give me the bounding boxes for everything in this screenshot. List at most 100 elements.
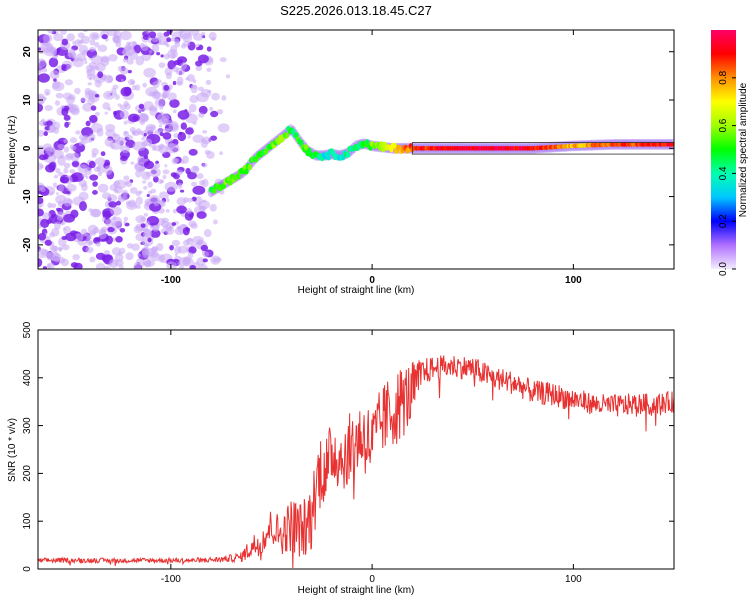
noise-speckle bbox=[141, 237, 154, 247]
noise-speckle bbox=[150, 253, 161, 262]
noise-speckle bbox=[164, 164, 168, 168]
noise-speckle bbox=[42, 41, 47, 47]
noise-speckle bbox=[185, 77, 190, 81]
noise-speckle bbox=[172, 66, 179, 73]
noise-speckle bbox=[112, 84, 119, 90]
noise-speckle bbox=[66, 184, 77, 192]
noise-speckle bbox=[187, 252, 194, 259]
noise-speckle bbox=[140, 223, 146, 228]
noise-speckle bbox=[150, 188, 157, 194]
noise-speckle bbox=[185, 227, 191, 232]
noise-speckle bbox=[88, 46, 96, 52]
noise-speckle bbox=[86, 69, 92, 74]
noise-speckle bbox=[59, 30, 68, 35]
noise-speckle bbox=[166, 198, 170, 203]
noise-speckle bbox=[89, 208, 102, 218]
noise-speckle bbox=[127, 79, 136, 86]
ridge-cell bbox=[212, 187, 217, 194]
noise-speckle bbox=[115, 136, 126, 145]
noise-speckle bbox=[56, 192, 59, 196]
colorbar-gradient bbox=[711, 30, 736, 269]
noise-speckle bbox=[127, 69, 132, 74]
noise-speckle bbox=[38, 258, 43, 268]
noise-speckle bbox=[85, 120, 91, 127]
noise-speckle bbox=[62, 92, 73, 100]
noise-speckle bbox=[171, 222, 177, 226]
noise-speckle bbox=[118, 264, 124, 269]
noise-speckle bbox=[197, 54, 209, 64]
noise-speckle bbox=[135, 128, 142, 135]
noise-speckle bbox=[184, 109, 188, 113]
noise-speckle bbox=[128, 113, 140, 123]
noise-speckle bbox=[114, 94, 120, 100]
noise-speckle bbox=[45, 42, 54, 52]
noise-speckle bbox=[112, 34, 121, 43]
noise-speckle bbox=[38, 208, 44, 217]
noise-speckle bbox=[182, 239, 190, 247]
noise-speckle bbox=[53, 78, 57, 82]
noise-speckle bbox=[119, 109, 129, 120]
noise-speckle bbox=[90, 105, 97, 111]
noise-speckle bbox=[180, 160, 185, 164]
noise-speckle bbox=[158, 124, 163, 128]
noise-speckle bbox=[151, 245, 159, 252]
noise-speckle bbox=[137, 253, 141, 257]
noise-speckle bbox=[172, 80, 177, 86]
noise-speckle bbox=[165, 72, 172, 80]
noise-speckle bbox=[166, 92, 177, 101]
noise-speckle bbox=[63, 162, 71, 169]
ridge-cell bbox=[326, 154, 331, 161]
noise-speckle bbox=[60, 104, 65, 110]
noise-speckle bbox=[209, 106, 214, 111]
noise-speckle bbox=[107, 75, 114, 83]
noise-speckle bbox=[112, 216, 117, 221]
noise-speckle bbox=[100, 151, 106, 157]
noise-speckle bbox=[150, 229, 161, 238]
colorbar-ticks: 0.0 0.2 0.4 0.6 0.8 bbox=[718, 70, 736, 276]
noise-speckle bbox=[61, 107, 69, 117]
noise-speckle bbox=[126, 242, 134, 249]
noise-speckle bbox=[152, 227, 156, 231]
noise-speckle bbox=[145, 86, 159, 97]
noise-speckle bbox=[180, 62, 188, 70]
noise-speckle bbox=[182, 40, 190, 47]
noise-speckle bbox=[163, 127, 170, 133]
noise-speckle bbox=[163, 84, 170, 91]
noise-speckle bbox=[72, 57, 84, 68]
noise-speckle bbox=[158, 62, 166, 69]
noise-speckle bbox=[38, 58, 47, 68]
noise-speckle bbox=[169, 98, 180, 108]
noise-speckle bbox=[123, 216, 129, 221]
ridge-cell bbox=[670, 142, 674, 147]
noise-speckle bbox=[135, 215, 147, 224]
noise-speckle bbox=[57, 257, 66, 264]
snr-panel: -100 0 100 0 100 200 300 400 500 Height of strai… bbox=[7, 321, 675, 596]
noise-speckle bbox=[104, 159, 111, 167]
noise-speckle bbox=[41, 118, 46, 123]
noise-speckle bbox=[92, 181, 98, 187]
noise-speckle bbox=[72, 40, 76, 45]
noise-speckle bbox=[61, 38, 69, 46]
noise-speckle bbox=[103, 90, 115, 100]
noise-speckle bbox=[89, 230, 96, 236]
noise-speckle bbox=[115, 235, 123, 243]
noise-speckle bbox=[157, 179, 164, 184]
noise-speckle bbox=[42, 34, 53, 43]
noise-speckle bbox=[180, 122, 188, 130]
noise-speckle bbox=[158, 144, 168, 154]
noise-speckle bbox=[38, 47, 42, 51]
noise-speckle bbox=[219, 151, 223, 156]
noise-speckle bbox=[40, 218, 50, 228]
noise-speckle bbox=[143, 132, 147, 137]
noise-speckle bbox=[52, 54, 59, 59]
noise-speckle bbox=[60, 222, 64, 226]
noise-speckle bbox=[89, 114, 98, 123]
noise-speckle bbox=[47, 262, 55, 269]
noise-speckle bbox=[172, 208, 177, 214]
noise-speckle bbox=[63, 225, 71, 235]
noise-speckle bbox=[94, 41, 100, 48]
noise-speckle bbox=[163, 31, 170, 37]
noise-speckle bbox=[171, 239, 181, 247]
noise-speckle bbox=[82, 102, 93, 112]
noise-speckle bbox=[105, 129, 116, 137]
